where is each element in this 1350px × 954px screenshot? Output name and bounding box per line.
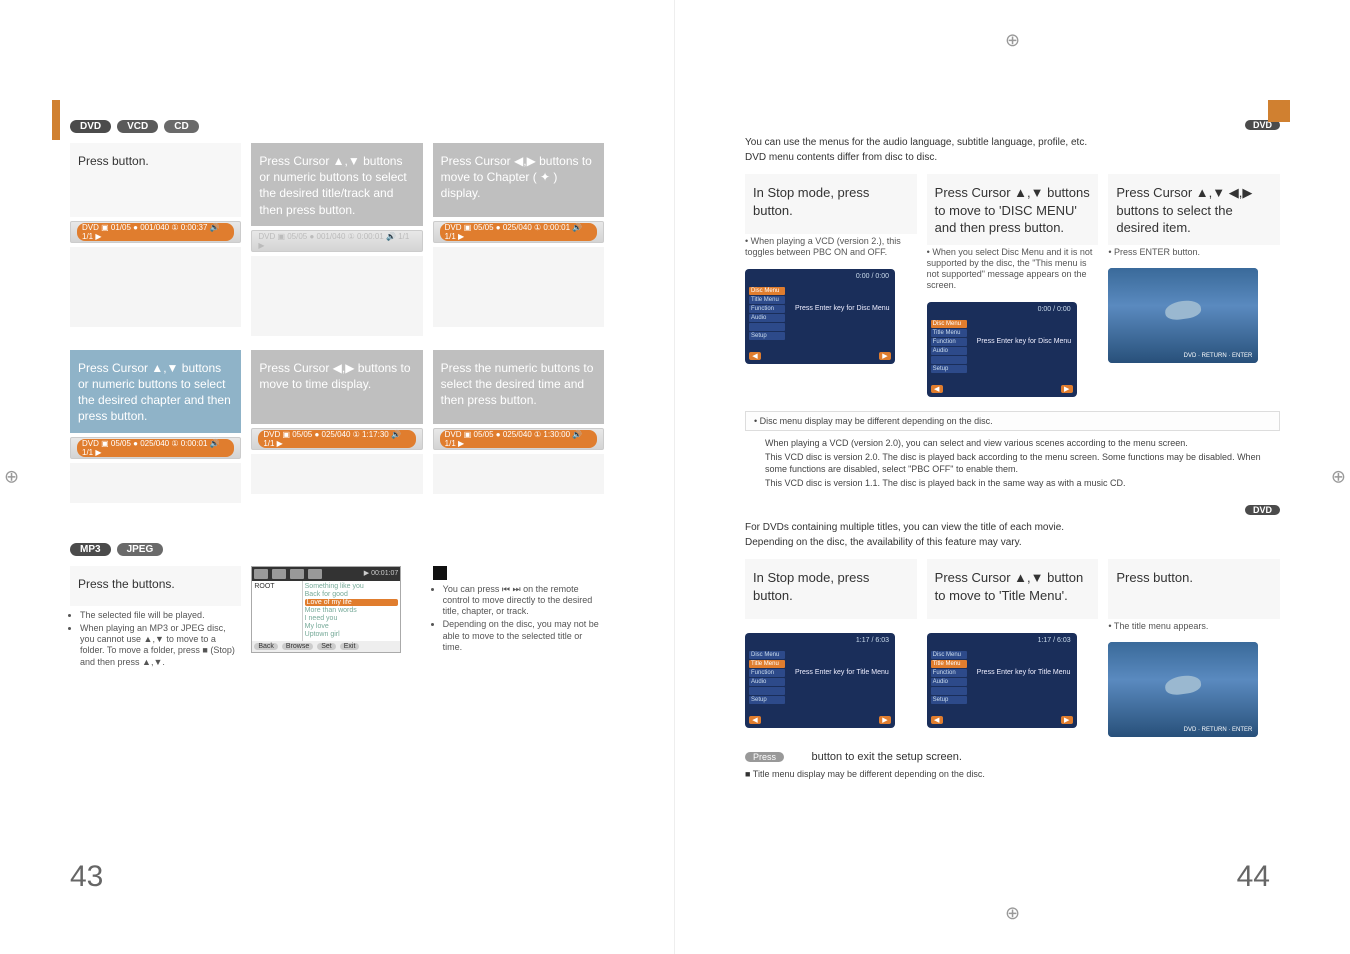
- r2-step3-note: • The title menu appears.: [1108, 621, 1280, 632]
- crop-mark-left: ⊕: [4, 467, 19, 488]
- browser-file: Something like you: [305, 583, 399, 590]
- tv-message: Press Enter key for Disc Menu: [795, 305, 890, 312]
- pbc-b: This VCD disc is version 1.1. The disc i…: [765, 477, 1280, 489]
- tv-message: Press Enter key for Disc Menu: [977, 338, 1072, 345]
- page-number-right: 44: [1237, 860, 1270, 894]
- side-tab-right: [1268, 100, 1290, 122]
- pill-dvd: DVD: [70, 120, 111, 133]
- right-steps-grid-1: In Stop mode, press button. • When playi…: [745, 174, 1280, 397]
- mp3-note-2: When playing an MP3 or JPEG disc, you ca…: [80, 623, 241, 668]
- return-line: Press button to exit the setup screen.: [745, 751, 1280, 763]
- r2-step3-head: Press button.: [1108, 559, 1280, 619]
- browser-file: More than words: [305, 607, 399, 614]
- crop-mark-top: ⊕: [1005, 30, 1020, 51]
- mp3-right-note-2: Depending on the disc, you may not be ab…: [443, 619, 604, 653]
- pill-dvd-right-2: DVD: [1245, 505, 1280, 515]
- crop-mark-right: ⊕: [1331, 467, 1346, 488]
- tv-photo-2: DVD · RETURN · ENTER: [1108, 642, 1258, 737]
- dvd-intro-line-2: DVD menu contents differ from disc to di…: [745, 151, 1280, 164]
- browser-file: My love: [305, 623, 399, 630]
- tv-photo-1: DVD · RETURN · ENTER: [1108, 268, 1258, 363]
- steps-grid-1: Press button. DVD ▣ 01/05 ● 001/040 ① 0:…: [70, 143, 604, 336]
- r-step1-note: • When playing a VCD (version 2.), this …: [745, 236, 917, 259]
- r-step3-head: Press Cursor ▲,▼ ◀,▶ buttons to select t…: [1108, 174, 1280, 245]
- browser-file: Back for good: [305, 591, 399, 598]
- osd-1b: DVD ▣ 05/05 ● 001/040 ① 0:00:01 🔊 1/1 ▶: [251, 230, 422, 252]
- mp3-grid: Press the buttons. The selected file wil…: [70, 566, 604, 670]
- dvd-intro-line-1: You can use the menus for the audio lang…: [745, 136, 1280, 149]
- r-step3-note: • Press ENTER button.: [1108, 247, 1280, 258]
- tv-timecode: 1:17 / 6:03: [1038, 637, 1071, 644]
- browser-root: ROOT: [254, 583, 299, 590]
- pill-jpeg: JPEG: [117, 543, 164, 556]
- right-steps-grid-2: In Stop mode, press button. 1:17 / 6:03 …: [745, 559, 1280, 737]
- page-number-left: 43: [70, 860, 103, 894]
- return-text: button to exit the setup screen.: [812, 751, 962, 763]
- crop-mark-bottom: ⊕: [1005, 903, 1020, 924]
- browser-file-selected: Love of my life: [305, 599, 399, 606]
- title-intro-1: For DVDs containing multiple titles, you…: [745, 521, 1280, 534]
- step4-head: Press Cursor ▲,▼ buttons or numeric butt…: [70, 350, 241, 433]
- tv-message: Press Enter key for Title Menu: [977, 669, 1071, 676]
- side-tab: [52, 100, 60, 140]
- pill-vcd: VCD: [117, 120, 158, 133]
- mp3-notes: The selected file will be played. When p…: [70, 610, 241, 670]
- r-step2-note: • When you select Disc Menu and it is no…: [927, 247, 1099, 292]
- tv-disc-menu-1: 0:00 / 0:00 Disc MenuTitle MenuFunctionA…: [745, 269, 895, 364]
- format-pills-row-2: MP3 JPEG: [70, 543, 604, 556]
- r-step1-head: In Stop mode, press button.: [745, 174, 917, 234]
- step3-head: Press Cursor ◀,▶ buttons to move to Chap…: [433, 143, 604, 217]
- pill-cd: CD: [164, 120, 198, 133]
- format-pills-row: DVD VCD CD: [70, 120, 604, 133]
- pill-mp3: MP3: [70, 543, 111, 556]
- mp3-note-1: The selected file will be played.: [80, 610, 241, 621]
- title-menu-footnote: Title menu display may be different depe…: [745, 769, 1280, 779]
- osd-1c: DVD ▣ 05/05 ● 025/040 ① 0:00:01 🔊 1/1 ▶: [433, 221, 604, 243]
- mp3-head: Press the buttons.: [70, 566, 241, 606]
- r-step2-head: Press Cursor ▲,▼ buttons to move to 'DIS…: [927, 174, 1099, 245]
- mp3-right-note-1: You can press ⏮ ⏭ on the remote control …: [443, 584, 604, 618]
- osd-2b: DVD ▣ 05/05 ● 025/040 ① 1:17:30 🔊 1/1 ▶: [251, 428, 422, 450]
- step2-head: Press Cursor ▲,▼ buttons or numeric butt…: [251, 143, 422, 226]
- step1-head: Press button.: [70, 143, 241, 217]
- tv-timecode: 0:00 / 0:00: [1038, 306, 1071, 313]
- tv-timecode: 1:17 / 6:03: [856, 637, 889, 644]
- disc-menu-note: • Disc menu display may be different dep…: [745, 411, 1280, 431]
- browser-file: Uptown girl: [305, 631, 399, 638]
- step6-head: Press the numeric buttons to select the …: [433, 350, 604, 424]
- browser-file: I need you: [305, 615, 399, 622]
- tv-disc-menu-2: 0:00 / 0:00 Disc MenuTitle MenuFunctionA…: [927, 302, 1077, 397]
- pbc-intro: When playing a VCD (version 2.0), you ca…: [765, 437, 1280, 449]
- step5-head: Press Cursor ◀,▶ buttons to move to time…: [251, 350, 422, 424]
- tv-title-menu-2: 1:17 / 6:03 Disc MenuTitle MenuFunctionA…: [927, 633, 1077, 728]
- tv-timecode: 0:00 / 0:00: [856, 273, 889, 280]
- r2-step1-head: In Stop mode, press button.: [745, 559, 917, 619]
- press-label: Press: [745, 752, 784, 762]
- r2-step2-head: Press Cursor ▲,▼ button to move to 'Titl…: [927, 559, 1099, 619]
- file-browser: ▶ 00:01:07 ROOT Something like you Back …: [251, 566, 401, 653]
- pbc-a: This VCD disc is version 2.0. The disc i…: [765, 451, 1280, 475]
- title-intro-2: Depending on the disc, the availability …: [745, 536, 1280, 549]
- info-marker: [433, 566, 447, 580]
- tv-title-menu-1: 1:17 / 6:03 Disc MenuTitle MenuFunctionA…: [745, 633, 895, 728]
- steps-grid-2: Press Cursor ▲,▼ buttons or numeric butt…: [70, 350, 604, 503]
- mp3-right-notes: You can press ⏮ ⏭ on the remote control …: [433, 584, 604, 656]
- osd-2c: DVD ▣ 05/05 ● 025/040 ① 1:30:00 🔊 1/1 ▶: [433, 428, 604, 450]
- tv-message: Press Enter key for Title Menu: [795, 669, 889, 676]
- osd-2a: DVD ▣ 05/05 ● 025/040 ① 0:00:01 🔊 1/1 ▶: [70, 437, 241, 459]
- osd-1a: DVD ▣ 01/05 ● 001/040 ① 0:00:37 🔊 1/1 ▶: [70, 221, 241, 243]
